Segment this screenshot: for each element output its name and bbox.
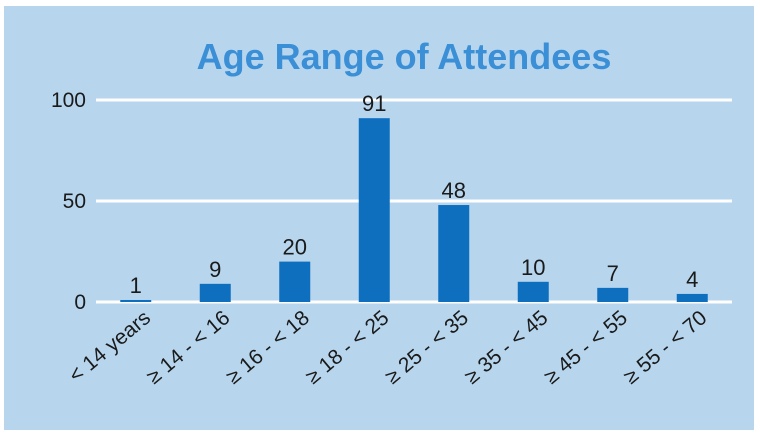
y-tick-label: 0: [74, 291, 86, 314]
x-tick-label: ≥ 45 - < 55: [540, 306, 632, 388]
chart-title: Age Range of Attendees: [197, 36, 612, 77]
bar: [438, 205, 470, 302]
bar-value-label: 7: [607, 261, 619, 286]
x-tick-label: < 14 years: [65, 306, 155, 387]
bar: [597, 287, 629, 302]
chart-frame: Age Range of Attendees 0 50 100 1 9 20 91 48 10…: [4, 6, 754, 430]
x-tick-label: ≥ 18 - < 25: [301, 306, 393, 388]
bar: [199, 283, 231, 302]
bar-chart: Age Range of Attendees 0 50 100 1 9 20 91 48 10…: [51, 36, 732, 389]
x-tick-label: ≥ 16 - < 18: [222, 306, 314, 388]
bar: [517, 281, 549, 302]
x-axis-labels: < 14 years≥ 14 - < 16≥ 16 - < 18≥ 18 - <…: [65, 306, 712, 388]
bar: [120, 299, 152, 302]
y-tick-label: 100: [51, 89, 86, 112]
bar: [279, 261, 311, 302]
y-tick-label: 50: [63, 190, 86, 213]
bar: [676, 293, 708, 302]
bar-value-label: 10: [521, 255, 545, 280]
gridlines: [96, 98, 732, 304]
bars: [120, 118, 708, 303]
x-tick-label: ≥ 14 - < 16: [142, 306, 234, 388]
x-tick-label: ≥ 35 - < 45: [460, 306, 552, 388]
bar-value-label: 4: [686, 267, 698, 292]
x-tick-label: ≥ 55 - < 70: [619, 306, 711, 388]
x-tick-label: ≥ 25 - < 35: [381, 306, 473, 388]
bar-value-label: 48: [442, 178, 466, 203]
bar: [358, 118, 390, 303]
bar-value-label: 9: [209, 257, 221, 282]
bar-value-label: 20: [283, 235, 307, 260]
data-labels: 1 9 20 91 48 10 7 4: [130, 91, 699, 298]
bar-value-label: 91: [362, 91, 386, 116]
y-axis-ticks: 0 50 100: [51, 89, 86, 314]
bar-value-label: 1: [130, 273, 142, 298]
